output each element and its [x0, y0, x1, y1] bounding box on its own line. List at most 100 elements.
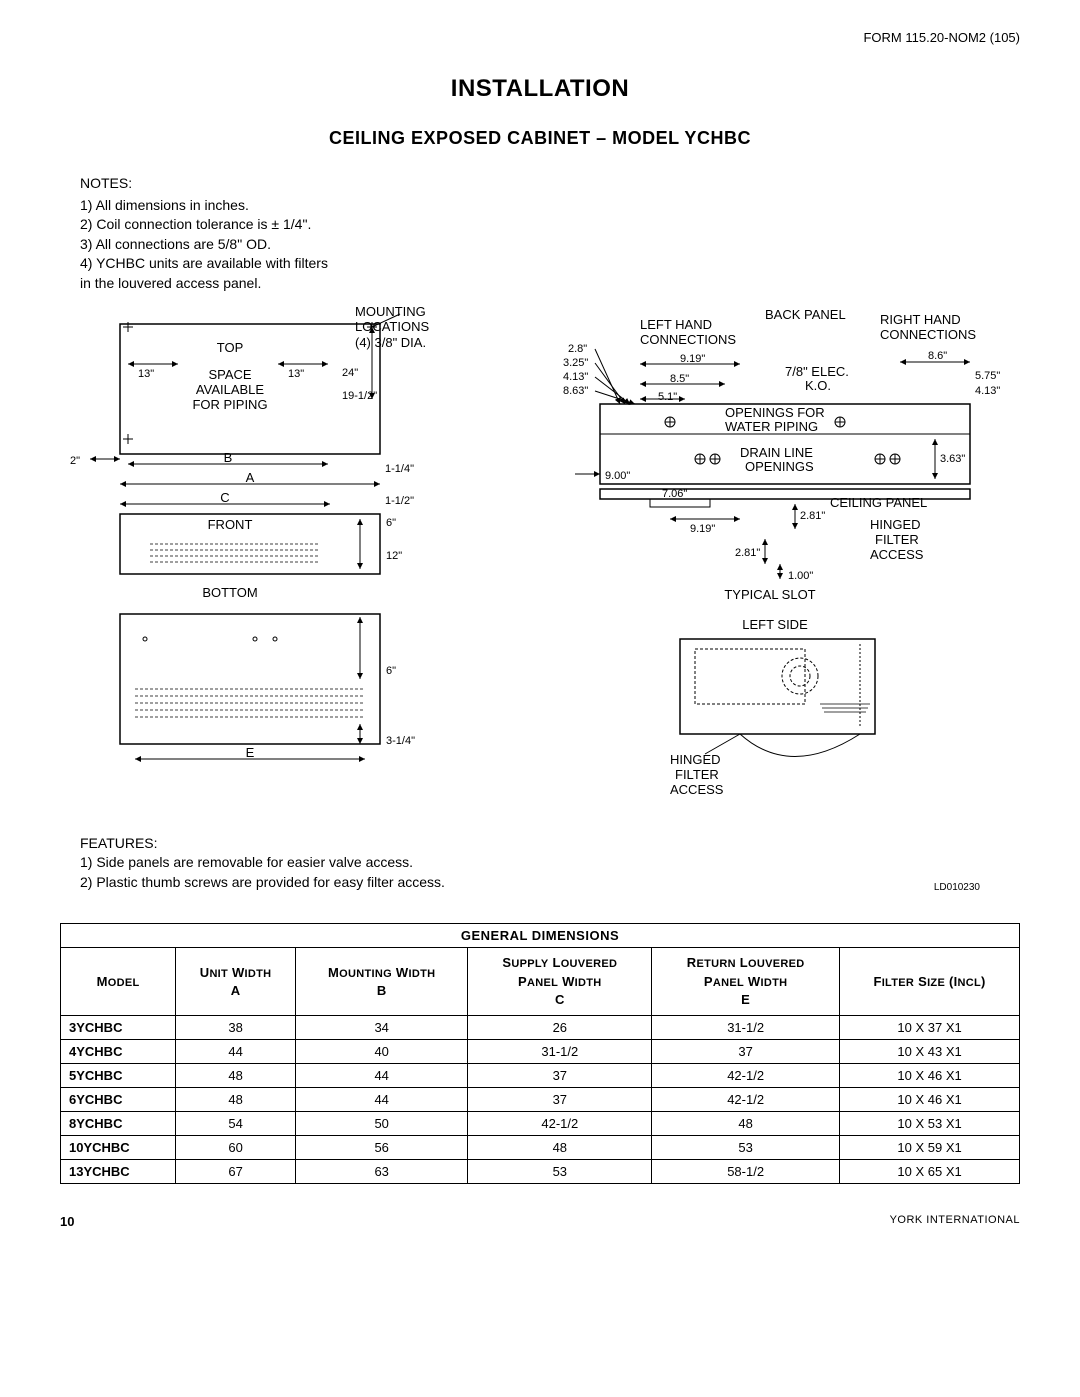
svg-text:7/8" ELEC.: 7/8" ELEC. [785, 364, 849, 379]
page-subtitle: CEILING EXPOSED CABINET – MODEL YCHBC [60, 128, 1020, 149]
dim-cell: 10 X 53 X1 [840, 1112, 1020, 1136]
model-cell: 13YCHBC [61, 1160, 176, 1184]
page-title: INSTALLATION [60, 75, 1020, 103]
dim-cell: 31-1/2 [652, 1016, 840, 1040]
diagrams: TOP SPACE AVAILABLE FOR PIPING 13" 13" 2… [60, 304, 1020, 804]
dim-cell: 10 X 46 X1 [840, 1088, 1020, 1112]
th-filter: FILTER SIZE (INCL) [840, 948, 1020, 1016]
svg-text:OPENINGS: OPENINGS [745, 459, 814, 474]
features-block: FEATURES: 1) Side panels are removable f… [80, 834, 445, 893]
th-unit-width: UNIT WIDTHA [176, 948, 296, 1016]
svg-text:E: E [246, 745, 255, 760]
dim-cell: 44 [295, 1088, 468, 1112]
dim-cell: 38 [176, 1016, 296, 1040]
dim-cell: 10 X 43 X1 [840, 1040, 1020, 1064]
svg-text:2": 2" [70, 455, 80, 467]
svg-text:FILTER: FILTER [875, 532, 919, 547]
dim-cell: 42-1/2 [468, 1112, 652, 1136]
svg-text:B: B [224, 450, 233, 465]
dim-cell: 48 [176, 1088, 296, 1112]
dim-cell: 26 [468, 1016, 652, 1040]
svg-text:3-1/4": 3-1/4" [386, 735, 415, 747]
dim-cell: 10 X 65 X1 [840, 1160, 1020, 1184]
svg-text:8.6": 8.6" [928, 350, 947, 362]
model-cell: 5YCHBC [61, 1064, 176, 1088]
svg-text:9.00": 9.00" [605, 470, 630, 482]
page-footer: 10 YORK INTERNATIONAL [60, 1214, 1020, 1229]
svg-text:OPENINGS FOR: OPENINGS FOR [725, 405, 825, 420]
dim-cell: 48 [652, 1112, 840, 1136]
dim-cell: 34 [295, 1016, 468, 1040]
svg-text:CONNECTIONS: CONNECTIONS [640, 332, 736, 347]
dim-cell: 60 [176, 1136, 296, 1160]
svg-text:9.19": 9.19" [680, 353, 705, 365]
svg-text:CONNECTIONS: CONNECTIONS [880, 327, 976, 342]
svg-text:BOTTOM: BOTTOM [202, 585, 257, 600]
dim-cell: 56 [295, 1136, 468, 1160]
svg-text:ACCESS: ACCESS [670, 782, 724, 797]
svg-text:WATER PIPING: WATER PIPING [725, 419, 818, 434]
dim-cell: 31-1/2 [468, 1040, 652, 1064]
dim-cell: 37 [468, 1064, 652, 1088]
th-mount-width: MOUNTING WIDTHB [295, 948, 468, 1016]
svg-text:DRAIN LINE: DRAIN LINE [740, 445, 813, 460]
note-4b: in the louvered access panel. [80, 274, 1020, 294]
svg-text:2.81": 2.81" [735, 547, 760, 559]
dim-cell: 10 X 59 X1 [840, 1136, 1020, 1160]
svg-text:TOP: TOP [217, 340, 244, 355]
note-3: 3) All connections are 5/8" OD. [80, 235, 1020, 255]
dim-cell: 58-1/2 [652, 1160, 840, 1184]
svg-text:ACCESS: ACCESS [870, 547, 924, 562]
svg-text:1-1/2": 1-1/2" [385, 495, 414, 507]
svg-text:1-1/4": 1-1/4" [385, 463, 414, 475]
svg-text:8.63": 8.63" [563, 385, 588, 397]
svg-text:2.81": 2.81" [800, 510, 825, 522]
table-title: GENERAL DIMENSIONS [61, 924, 1020, 948]
model-cell: 3YCHBC [61, 1016, 176, 1040]
page-number: 10 [60, 1214, 74, 1229]
th-supply: SUPPLY LOUVEREDPANEL WIDTHC [468, 948, 652, 1016]
svg-text:6": 6" [386, 517, 396, 529]
right-diagrams: MOUNTING LOCATIONS (4) 3/8" DIA. LEFT HA… [540, 304, 1020, 804]
dim-cell: 50 [295, 1112, 468, 1136]
svg-text:AVAILABLE: AVAILABLE [196, 382, 264, 397]
svg-text:FILTER: FILTER [675, 767, 719, 782]
dim-cell: 53 [652, 1136, 840, 1160]
svg-text:6": 6" [386, 665, 396, 677]
svg-text:LEFT HAND: LEFT HAND [640, 317, 712, 332]
note-1: 1) All dimensions in inches. [80, 196, 1020, 216]
dim-cell: 44 [176, 1040, 296, 1064]
svg-text:13": 13" [288, 368, 304, 380]
svg-text:4.13": 4.13" [975, 385, 1000, 397]
svg-text:19-1/2": 19-1/2" [342, 390, 377, 402]
dim-cell: 37 [468, 1088, 652, 1112]
features-title: FEATURES: [80, 834, 445, 854]
feature-2: 2) Plastic thumb screws are provided for… [80, 873, 445, 893]
dim-cell: 63 [295, 1160, 468, 1184]
svg-text:RIGHT HAND: RIGHT HAND [880, 312, 961, 327]
left-diagrams: TOP SPACE AVAILABLE FOR PIPING 13" 13" 2… [60, 304, 480, 804]
svg-text:4.13": 4.13" [563, 371, 588, 383]
dim-cell: 48 [176, 1064, 296, 1088]
svg-text:1.00": 1.00" [788, 570, 813, 582]
note-4: 4) YCHBC units are available with filter… [80, 254, 1020, 274]
svg-text:K.O.: K.O. [805, 378, 831, 393]
dim-cell: 54 [176, 1112, 296, 1136]
dim-cell: 48 [468, 1136, 652, 1160]
svg-text:24": 24" [342, 367, 358, 379]
mounting-locations-label: MOUNTINGLOCATIONS(4) 3/8" DIA. [355, 304, 429, 351]
svg-text:BACK PANEL: BACK PANEL [765, 307, 846, 322]
svg-text:5.75": 5.75" [975, 370, 1000, 382]
dimensions-table: GENERAL DIMENSIONS MODEL UNIT WIDTHA MOU… [60, 923, 1020, 1184]
notes-block: NOTES: 1) All dimensions in inches. 2) C… [80, 174, 1020, 294]
svg-text:TYPICAL SLOT: TYPICAL SLOT [724, 587, 815, 602]
svg-text:CEILING PANEL: CEILING PANEL [830, 495, 927, 510]
svg-text:3.25": 3.25" [563, 357, 588, 369]
svg-text:HINGED: HINGED [670, 752, 721, 767]
svg-text:13": 13" [138, 368, 154, 380]
dim-cell: 10 X 46 X1 [840, 1064, 1020, 1088]
svg-text:2.8": 2.8" [568, 343, 587, 355]
svg-text:SPACE: SPACE [208, 367, 251, 382]
svg-text:LEFT SIDE: LEFT SIDE [742, 617, 808, 632]
svg-text:8.5": 8.5" [670, 373, 689, 385]
